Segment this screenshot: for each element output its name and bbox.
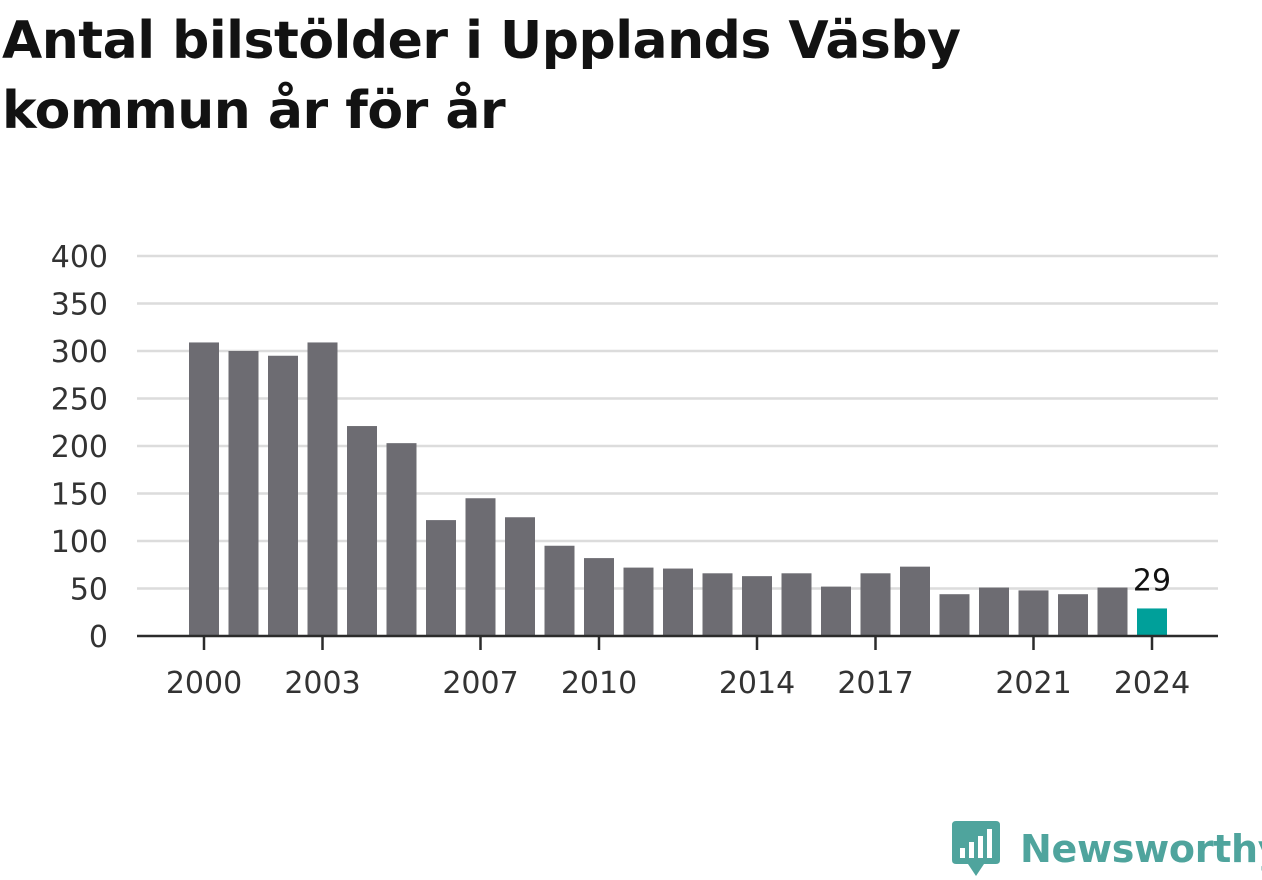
bar (584, 558, 614, 636)
bar (347, 426, 377, 636)
bar (1018, 590, 1049, 636)
x-tick-label: 2007 (442, 666, 518, 701)
bar (268, 355, 298, 636)
x-axis-ticks (202, 636, 1154, 650)
bar (465, 498, 496, 636)
x-axis-labels: 2000 2003 2007 2010 2014 2017 2021 2024 (166, 666, 1190, 701)
y-tick-label: 300 (51, 335, 108, 370)
brand-name: Newsworthy (1020, 827, 1262, 871)
bars (189, 342, 1167, 636)
bar (781, 573, 812, 636)
chart-title: Antal bilstölder i Upplands Väsby kommun… (2, 11, 961, 141)
y-axis-labels: 0 50 100 150 200 250 300 350 400 (51, 240, 108, 655)
y-tick-label: 100 (51, 525, 108, 560)
bar (544, 545, 575, 636)
bar (228, 351, 259, 636)
bar (623, 567, 654, 636)
x-tick-label: 2010 (561, 666, 637, 701)
x-tick-label: 2021 (995, 666, 1071, 701)
bar (505, 517, 535, 636)
x-tick-label: 2024 (1114, 666, 1190, 701)
x-tick-label: 2003 (284, 666, 360, 701)
y-tick-label: 400 (51, 240, 108, 275)
bar (742, 576, 772, 636)
bar (386, 443, 417, 636)
highlight-value-label: 29 (1133, 563, 1171, 598)
bar (900, 566, 930, 636)
y-tick-label: 350 (51, 288, 108, 323)
bar-highlighted (1137, 608, 1167, 636)
y-tick-label: 150 (51, 478, 108, 513)
bar (189, 342, 219, 636)
bar (979, 587, 1009, 636)
bar (939, 594, 970, 636)
newsworthy-logo-icon (952, 821, 1000, 876)
bar (860, 573, 891, 636)
gridlines (137, 254, 1218, 590)
bar (663, 568, 693, 636)
bar (1058, 594, 1088, 636)
y-tick-label: 50 (70, 573, 108, 608)
y-tick-label: 200 (51, 430, 108, 465)
bar (821, 586, 851, 636)
y-tick-label: 250 (51, 383, 108, 418)
bar (702, 573, 733, 636)
x-tick-label: 2017 (837, 666, 913, 701)
x-tick-label: 2014 (719, 666, 795, 701)
bar (1097, 587, 1128, 636)
x-tick-label: 2000 (166, 666, 242, 701)
bar (426, 520, 456, 636)
newsworthy-brand: Newsworthy (950, 818, 1262, 880)
bar (307, 342, 338, 636)
y-tick-label: 0 (89, 620, 108, 655)
